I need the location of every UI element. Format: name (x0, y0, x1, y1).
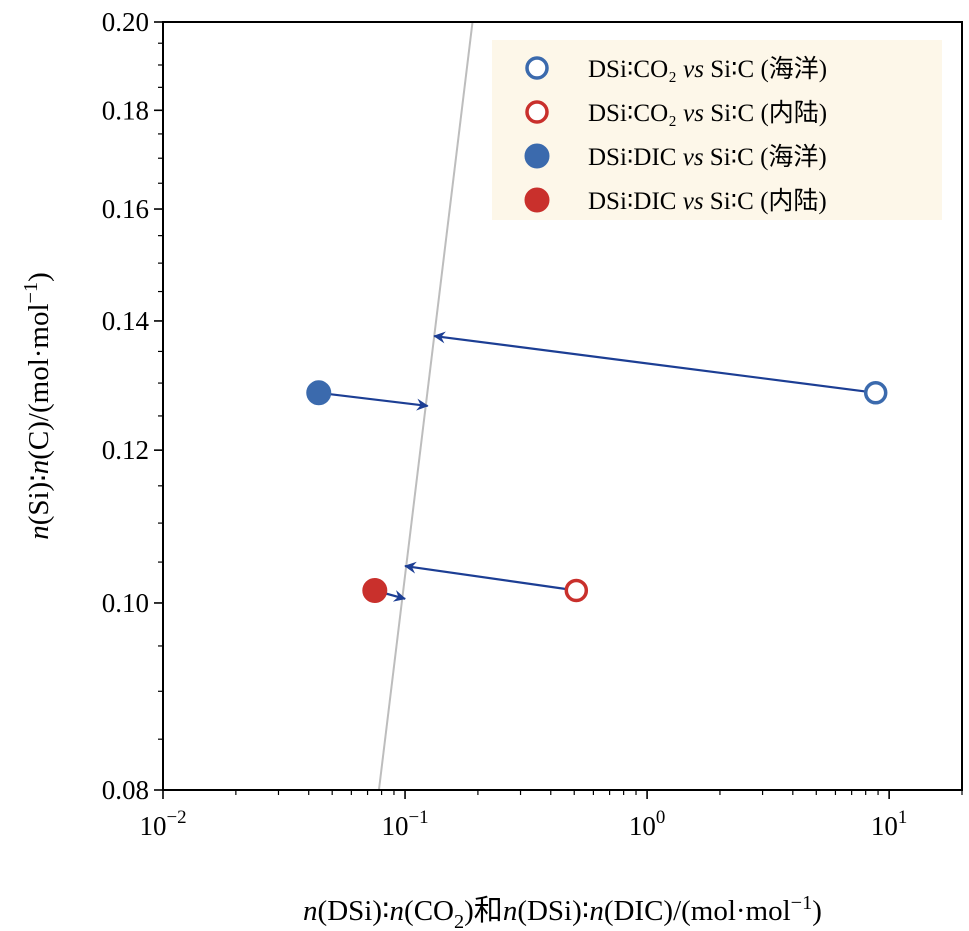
data-point-series-2 (564, 578, 589, 603)
x-tick-label: 100 (629, 807, 665, 841)
italic-symbol: n (589, 895, 604, 927)
legend-marker-4 (524, 187, 550, 213)
label-run: (DIC)/(mol·mol (604, 895, 791, 927)
italic-symbol: n (390, 895, 405, 927)
legend-box (492, 40, 942, 220)
label-run: 2 (454, 911, 464, 931)
data-point-series-3 (306, 380, 332, 406)
legend-run: DSi∶CO₂ (588, 56, 683, 83)
label-run: −1 (791, 892, 813, 914)
italic-symbol: vs (683, 56, 704, 83)
arrow-3 (404, 561, 577, 592)
y-tick-label: 0.12 (102, 435, 149, 465)
y-tick-label: 0.18 (102, 95, 149, 125)
y-tick-label: 0.16 (102, 194, 149, 224)
x-axis-label: n(DSi)∶n(CO2)和n(DSi)∶n(DIC)/(mol·mol−1) (303, 892, 822, 931)
y-tick-label: 0.10 (102, 588, 149, 618)
x-tick-label: 10−1 (381, 807, 428, 841)
arrow-2 (318, 391, 429, 411)
legend-marker-3 (524, 143, 550, 169)
label-run: (DSi)∶ (318, 895, 390, 927)
label-run: )和 (464, 895, 503, 927)
tick-exponent: 0 (656, 807, 665, 828)
label-run: ) (812, 895, 822, 927)
legend-marker-1 (525, 56, 549, 80)
tick-exponent: −1 (408, 807, 428, 828)
italic-symbol: n (303, 895, 318, 927)
legend-label-2: DSi∶CO₂ vs Si∶C (内陆) (588, 99, 827, 127)
x-tick-label: 10−2 (139, 807, 186, 841)
legend-label-1: DSi∶CO₂ vs Si∶C (海洋) (588, 55, 827, 83)
y-tick-label: 0.08 (102, 775, 149, 805)
legend-run: Si∶C (内陆) (704, 187, 827, 215)
italic-symbol: vs (683, 188, 704, 215)
legend-label-4: DSi∶DIC vs Si∶C (内陆) (588, 187, 827, 215)
tick-base: 10 (139, 811, 166, 841)
legend-run: Si∶C (海洋) (704, 55, 827, 83)
data-point-series-4 (362, 577, 388, 603)
italic-symbol: n (503, 895, 518, 927)
label-run: ) (23, 272, 55, 282)
plot-frame (162, 21, 963, 791)
arrow-1 (433, 331, 876, 394)
italic-symbol: n (23, 525, 55, 540)
plot-area (306, 21, 888, 791)
tick-base: 10 (871, 811, 898, 841)
y-tick-label: 0.20 (102, 7, 149, 37)
tick-exponent: −2 (166, 807, 186, 828)
data-point-series-1 (863, 381, 888, 405)
x-tick-label: 101 (871, 807, 907, 841)
legend-run: DSi∶CO₂ (588, 100, 683, 127)
label-run: (C)/(mol·mol (23, 303, 55, 459)
italic-symbol: vs (683, 100, 704, 127)
tick-base: 10 (629, 811, 656, 841)
legend-marker-2 (525, 100, 549, 124)
tick-exponent: 1 (898, 807, 907, 828)
legend-label-3: DSi∶DIC vs Si∶C (海洋) (588, 143, 827, 171)
legend: DSi∶CO₂ vs Si∶C (海洋)DSi∶CO₂ vs Si∶C (内陆)… (492, 40, 942, 220)
italic-symbol: vs (683, 144, 704, 171)
tick-base: 10 (381, 811, 408, 841)
axes: 10−2 10−1 100 1010.080.100.120.140.160.180.… (20, 7, 963, 931)
italic-symbol: n (23, 460, 55, 475)
label-run: (Si)∶ (23, 474, 55, 525)
legend-run: Si∶C (海洋) (704, 143, 827, 171)
legend-run: Si∶C (内陆) (704, 99, 827, 127)
label-run: (CO (404, 895, 454, 927)
legend-run: DSi∶DIC (588, 188, 683, 215)
label-run: −1 (20, 282, 42, 304)
y-tick-label: 0.14 (102, 306, 150, 336)
y-axis-label: n(Si)∶n(C)/(mol·mol−1) (20, 272, 55, 540)
label-run: (DSi)∶ (517, 895, 589, 927)
legend-run: DSi∶DIC (588, 144, 683, 171)
